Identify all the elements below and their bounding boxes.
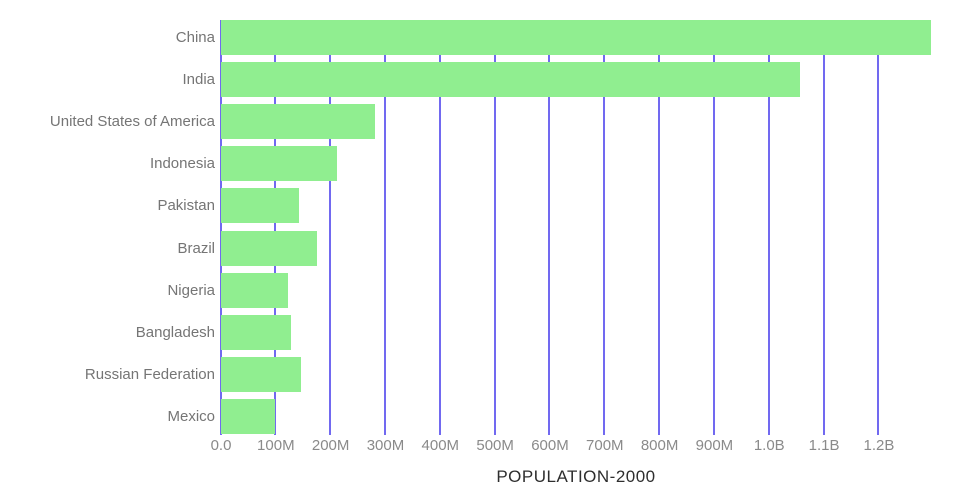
x-tick-label: 700M (586, 437, 624, 454)
category-label: China (175, 29, 215, 46)
x-tick-label: 800M (640, 437, 679, 454)
bar-brazil (221, 230, 317, 266)
category-label: Brazil (177, 239, 215, 257)
gridline-1.2B (877, 20, 880, 435)
category-label: Pakistan (157, 197, 215, 215)
bar-mexico (221, 398, 276, 434)
x-tick-label: 100M (257, 437, 295, 454)
gridline-500M (493, 20, 496, 435)
category-label: Bangladesh (135, 323, 215, 341)
gridline-900M (712, 20, 715, 435)
y-axis-category-labels: China India United States of America Indone… (0, 20, 215, 435)
gridline-0.0 (219, 20, 222, 435)
category-label: Nigeria (167, 281, 215, 299)
x-tick-label: 900M (695, 437, 734, 454)
x-axis-tick-labels: 0.0 100M 200M 300M 400M 500M 600M 700M 800M 900M 1… (211, 437, 931, 455)
category-label: India (182, 71, 215, 89)
category-label: Russian Federation (84, 365, 215, 383)
gridline-300M (383, 20, 386, 435)
bar-india (221, 62, 800, 98)
plot-area (219, 20, 931, 435)
bar-bangladesh (221, 314, 292, 350)
x-tick-label: 500M (476, 437, 514, 454)
x-tick-label: 1.2B (863, 437, 895, 454)
x-tick-label: 1.1B (808, 437, 840, 454)
gridline-1.1B (822, 20, 825, 435)
bar-nigeria (221, 272, 288, 308)
gridline-100M (274, 20, 277, 435)
gridline-400M (438, 20, 441, 435)
gridline-700M (603, 20, 606, 435)
category-label: Mexico (167, 407, 215, 425)
gridline-200M (329, 20, 332, 435)
x-tick-label: 1.0B (753, 437, 785, 454)
bar-indonesia (221, 146, 337, 182)
gridline-1.0B (767, 20, 770, 435)
category-label: Indonesia (149, 155, 215, 173)
category-label: United States of America (49, 113, 215, 131)
x-tick-label: 0.0 (210, 437, 232, 454)
bar-russian-federation (221, 356, 302, 392)
x-tick-label: 300M (366, 437, 405, 454)
chart-title: POPULATION-2000 (496, 467, 656, 486)
bar-united-states-of-america (221, 104, 376, 140)
gridline-800M (658, 20, 661, 435)
x-tick-label: 200M (311, 437, 350, 454)
x-tick-label: 400M (421, 437, 460, 454)
bar-china (221, 20, 931, 55)
bar-pakistan (221, 188, 299, 224)
x-tick-label: 600M (531, 437, 569, 454)
gridline-600M (548, 20, 551, 435)
